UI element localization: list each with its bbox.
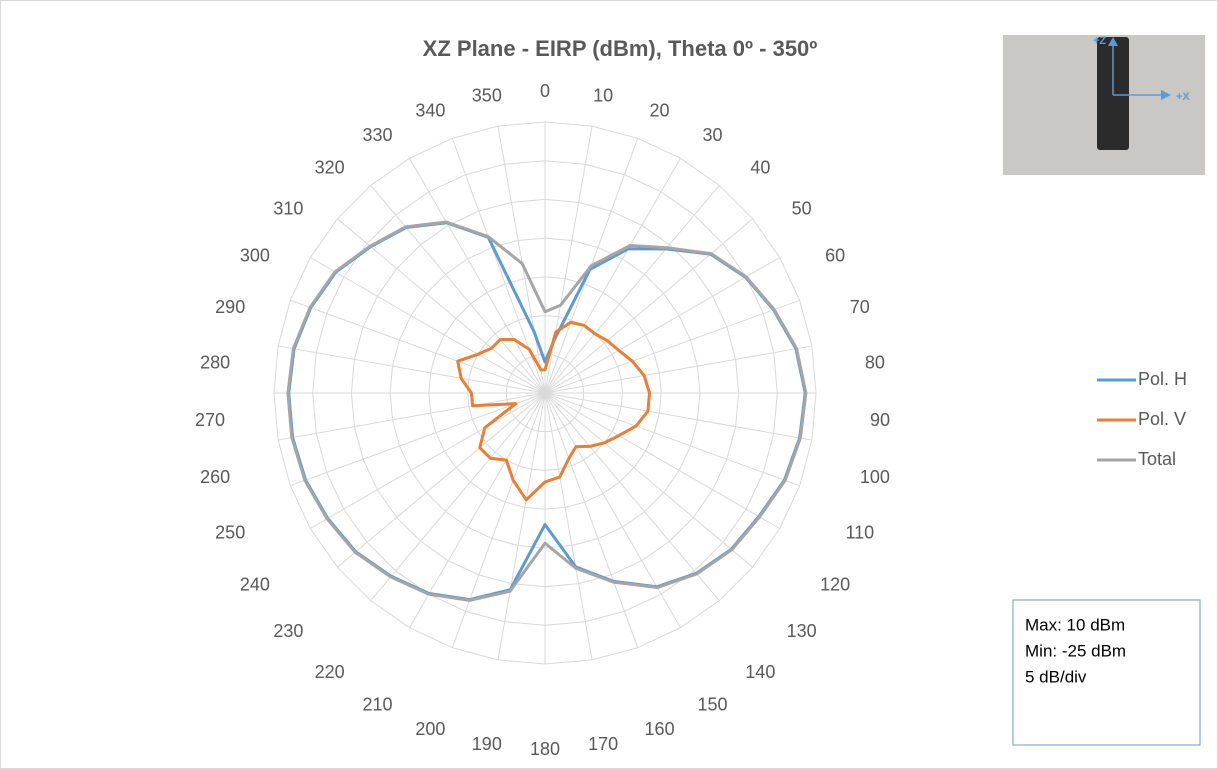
spoke [290, 392, 546, 487]
spoke [544, 392, 593, 660]
angle-label: 280 [200, 353, 230, 373]
angle-label: 200 [415, 719, 445, 739]
angle-label: 10 [593, 86, 613, 106]
annotation: 5 dB/div [1025, 667, 1087, 686]
angle-label: 110 [845, 522, 874, 542]
angle-label: 60 [825, 245, 845, 265]
angle-label: 150 [697, 695, 727, 715]
spoke [409, 158, 546, 394]
spoke [310, 257, 546, 394]
spoke [370, 392, 546, 601]
angle-label: 130 [787, 621, 817, 641]
angle-label: 310 [273, 198, 303, 218]
angle-label: 30 [702, 125, 722, 145]
angle-label: 170 [588, 734, 618, 754]
angle-label: 0 [540, 81, 550, 101]
x-arrowhead [1161, 90, 1171, 100]
chart-title: XZ Plane - EIRP (dBm), Theta 0º - 350º [423, 36, 818, 61]
spoke [278, 345, 546, 394]
annotation-box [1012, 599, 1201, 746]
annotation: Max: 10 dBm [1025, 615, 1125, 634]
spoke [278, 392, 546, 441]
legend-label: Total [1138, 449, 1176, 469]
spoke [409, 392, 546, 628]
spoke [544, 392, 753, 568]
spoke [497, 392, 546, 660]
angle-label: 220 [315, 662, 345, 682]
legend-label: Pol. H [1138, 369, 1187, 389]
spoke [544, 257, 780, 394]
z-arrowhead [1108, 37, 1118, 46]
angle-label: 160 [645, 719, 675, 739]
spoke [497, 126, 546, 394]
angle-label: 300 [240, 245, 270, 265]
photo: +Z +X [1003, 35, 1205, 175]
angle-label: 350 [472, 86, 502, 106]
angle-label: 90 [870, 410, 890, 430]
angle-label: 270 [195, 410, 225, 430]
angle-label: 290 [215, 297, 245, 317]
spoke [544, 185, 720, 394]
spoke [544, 392, 780, 529]
angle-label: 190 [472, 734, 502, 754]
angle-label: 50 [792, 198, 812, 218]
spoke [544, 299, 800, 394]
angle-label: 40 [750, 158, 770, 178]
angle-label: 260 [200, 467, 230, 487]
spoke [290, 299, 546, 394]
image-label: +X [1176, 91, 1190, 103]
spoke [337, 218, 546, 394]
legend-label: Pol. V [1138, 409, 1186, 429]
image-label: +Z [1093, 35, 1106, 47]
spoke [544, 158, 681, 394]
angle-label: 180 [530, 739, 560, 759]
spoke [544, 392, 800, 487]
spoke [544, 345, 812, 394]
series-line [456, 320, 651, 502]
angle-label: 340 [415, 101, 445, 121]
angle-label: 140 [745, 662, 775, 682]
angle-label: 80 [865, 353, 885, 373]
spoke [337, 392, 546, 568]
spoke [310, 392, 546, 529]
angle-label: 240 [240, 574, 270, 594]
angle-label: 230 [273, 621, 303, 641]
angle-label: 20 [650, 101, 670, 121]
spoke [544, 392, 812, 441]
spoke [451, 392, 546, 648]
angle-label: 250 [215, 522, 245, 542]
angle-label: 120 [820, 574, 850, 594]
spoke [370, 185, 546, 394]
angle-label: 70 [850, 297, 870, 317]
angle-label: 210 [362, 695, 392, 715]
angle-label: 320 [315, 158, 345, 178]
angle-label: 330 [362, 125, 392, 145]
spoke [544, 392, 720, 601]
spoke [544, 126, 593, 394]
spoke [544, 392, 639, 648]
series-line [286, 220, 808, 602]
annotation: Min: -25 dBm [1025, 641, 1126, 660]
spoke [544, 218, 753, 394]
angle-label: 100 [860, 467, 890, 487]
